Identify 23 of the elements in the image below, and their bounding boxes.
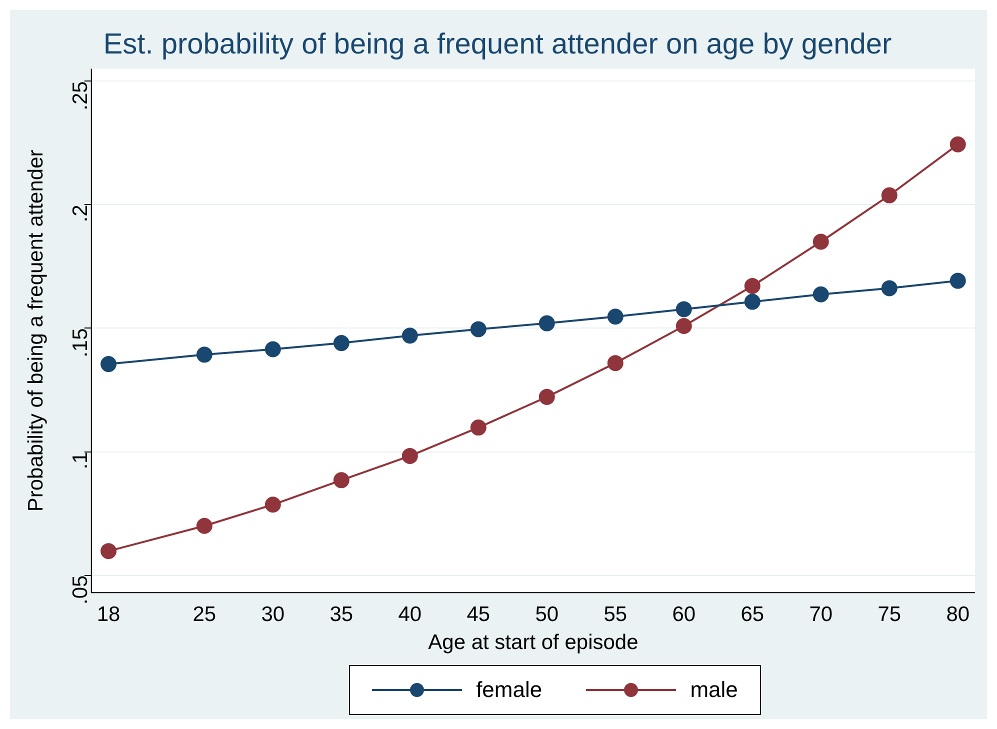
x-tick-label: 40 <box>398 602 422 626</box>
x-tick-label: 45 <box>466 602 490 626</box>
x-tick-label: 25 <box>192 602 216 626</box>
x-tick-label: 70 <box>809 602 833 626</box>
x-tick-label: 35 <box>330 602 354 626</box>
y-tick-label: .1 <box>69 452 92 470</box>
x-tick-label: 60 <box>672 602 696 626</box>
x-tick-label: 30 <box>261 602 285 626</box>
x-axis-title: Age at start of episode <box>428 631 638 654</box>
y-tick-label: .05 <box>69 575 92 605</box>
x-tick-label: 65 <box>740 602 764 626</box>
x-tick-label: 18 <box>96 602 120 626</box>
y-axis-title: Probability of being a frequent attender <box>24 150 48 512</box>
y-tick-label: .15 <box>69 328 92 358</box>
y-tick-label: .25 <box>69 81 92 110</box>
y-tick-label: .2 <box>69 204 92 222</box>
x-tick-label: 50 <box>535 602 559 626</box>
legend-label: female <box>476 677 542 703</box>
x-tick-label: 80 <box>946 602 970 626</box>
x-tick-label: 55 <box>604 602 628 626</box>
x-tick-label: 75 <box>878 602 902 626</box>
chart-title: Est. probability of being a frequent attender on age by gender <box>103 28 892 60</box>
legend-label: male <box>690 677 738 703</box>
